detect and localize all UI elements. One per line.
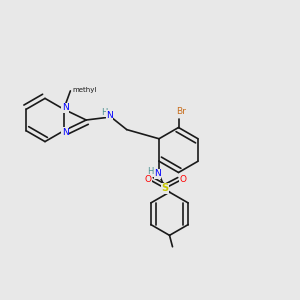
Text: H: H (147, 167, 153, 176)
Text: H: H (101, 108, 107, 117)
Text: S: S (161, 183, 169, 193)
Text: Br: Br (177, 106, 186, 116)
Text: N: N (154, 169, 161, 178)
Text: N: N (106, 111, 113, 120)
Text: N: N (62, 103, 69, 112)
Text: N: N (62, 128, 69, 137)
Text: O: O (144, 175, 152, 184)
Text: O: O (179, 175, 187, 184)
Text: methyl: methyl (73, 87, 97, 93)
